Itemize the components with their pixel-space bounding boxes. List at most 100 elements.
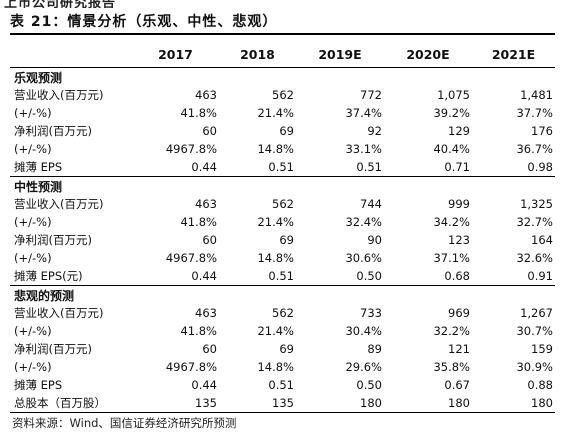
value-cell: 35.8% — [433, 360, 470, 374]
value-cell: 41.8% — [180, 106, 217, 120]
table-title: 表 21：情景分析（乐观、中性、悲观） — [10, 14, 278, 30]
value-cell: 0.88 — [527, 378, 553, 392]
row-label: (+/-%) — [14, 324, 52, 338]
value-cell: 562 — [272, 197, 294, 211]
value-cell: 1,075 — [437, 88, 470, 102]
source-note: 资料来源：Wind、国信证券经济研究所预测 — [12, 416, 237, 430]
value-cell: 4967.8% — [165, 251, 217, 265]
table-row: 净利润(百万元) 60 69 92 129 176 — [10, 122, 555, 140]
value-cell: 60 — [202, 233, 217, 247]
value-cell: 4967.8% — [165, 142, 217, 156]
value-cell: 40.4% — [433, 142, 470, 156]
value-cell: 159 — [531, 342, 553, 356]
row-label: 摊薄 EPS — [14, 378, 63, 392]
value-cell: 0.98 — [527, 160, 553, 174]
header-row: 2017 2018 2019E 2020E 2021E — [10, 42, 555, 68]
row-label: (+/-%) — [14, 360, 52, 374]
value-cell: 4967.8% — [165, 360, 217, 374]
value-cell: 463 — [195, 88, 217, 102]
value-cell: 41.8% — [180, 215, 217, 229]
row-label: 净利润(百万元) — [14, 124, 92, 138]
value-cell: 21.4% — [257, 106, 294, 120]
page-header-fragment: 上市公司研究报告 — [0, 0, 567, 8]
value-cell: 0.50 — [356, 269, 382, 283]
value-cell: 21.4% — [257, 215, 294, 229]
value-cell: 37.7% — [516, 106, 553, 120]
title-rule — [10, 33, 555, 35]
table-row: (+/-%) 4967.8% 14.8% 33.1% 40.4% 36.7% — [10, 140, 555, 158]
value-cell: 69 — [279, 342, 294, 356]
value-cell: 30.9% — [516, 360, 553, 374]
value-cell: 92 — [367, 124, 382, 138]
value-cell: 180 — [531, 396, 553, 410]
value-cell: 0.44 — [191, 160, 217, 174]
section-row: 悲观的预测 — [10, 285, 555, 304]
scenario-table: 2017 2018 2019E 2020E 2021E 乐观预测营业收入(百万元… — [10, 42, 555, 412]
table-row: 摊薄 EPS(元) 0.44 0.51 0.50 0.68 0.91 — [10, 267, 555, 286]
value-cell: 0.51 — [268, 160, 294, 174]
value-cell: 463 — [195, 306, 217, 320]
value-cell: 39.2% — [433, 106, 470, 120]
value-cell: 129 — [448, 124, 470, 138]
table-row: 营业收入(百万元) 463 562 772 1,075 1,481 — [10, 86, 555, 104]
value-cell: 969 — [448, 306, 470, 320]
section-title: 中性预测 — [10, 176, 555, 195]
row-label: 总股本（百万股） — [14, 396, 106, 410]
value-cell: 30.7% — [516, 324, 553, 338]
value-cell: 180 — [360, 396, 382, 410]
table-row: (+/-%) 41.8% 21.4% 37.4% 39.2% 37.7% — [10, 104, 555, 122]
table-row: (+/-%) 4967.8% 14.8% 30.6% 37.1% 32.6% — [10, 249, 555, 267]
row-label: (+/-%) — [14, 215, 52, 229]
value-cell: 34.2% — [433, 215, 470, 229]
section-row: 中性预测 — [10, 176, 555, 195]
value-cell: 164 — [531, 233, 553, 247]
column-header: 2020E — [406, 47, 450, 62]
value-cell: 41.8% — [180, 324, 217, 338]
value-cell: 733 — [360, 306, 382, 320]
table-bottom-rule — [10, 412, 555, 413]
section-title: 乐观预测 — [10, 67, 555, 86]
column-header: 2019E — [318, 47, 362, 62]
value-cell: 0.71 — [444, 160, 470, 174]
value-cell: 1,325 — [520, 197, 553, 211]
value-cell: 69 — [279, 233, 294, 247]
row-label: (+/-%) — [14, 106, 52, 120]
value-cell: 36.7% — [516, 142, 553, 156]
column-header — [10, 42, 132, 68]
row-label: 营业收入(百万元) — [14, 88, 104, 102]
value-cell: 14.8% — [257, 142, 294, 156]
value-cell: 89 — [367, 342, 382, 356]
value-cell: 463 — [195, 197, 217, 211]
value-cell: 135 — [195, 396, 217, 410]
table-row: 营业收入(百万元) 463 562 744 999 1,325 — [10, 195, 555, 213]
row-label: 净利润(百万元) — [14, 233, 92, 247]
value-cell: 0.68 — [444, 269, 470, 283]
table-row: 净利润(百万元) 60 69 89 121 159 — [10, 340, 555, 358]
value-cell: 37.1% — [433, 251, 470, 265]
column-header: 2018 — [240, 47, 275, 62]
row-label: 净利润(百万元) — [14, 342, 92, 356]
value-cell: 121 — [448, 342, 470, 356]
row-label: 营业收入(百万元) — [14, 306, 104, 320]
row-label: (+/-%) — [14, 142, 52, 156]
row-label: 营业收入(百万元) — [14, 197, 104, 211]
table-row: (+/-%) 41.8% 21.4% 30.4% 32.2% 30.7% — [10, 322, 555, 340]
value-cell: 0.91 — [527, 269, 553, 283]
table-row: 净利润(百万元) 60 69 90 123 164 — [10, 231, 555, 249]
table-row: (+/-%) 4967.8% 14.8% 29.6% 35.8% 30.9% — [10, 358, 555, 376]
value-cell: 21.4% — [257, 324, 294, 338]
value-cell: 123 — [448, 233, 470, 247]
value-cell: 0.67 — [444, 378, 470, 392]
value-cell: 562 — [272, 306, 294, 320]
row-label: 摊薄 EPS — [14, 160, 63, 174]
value-cell: 1,481 — [520, 88, 553, 102]
value-cell: 90 — [367, 233, 382, 247]
value-cell: 562 — [272, 88, 294, 102]
table-row: 营业收入(百万元) 463 562 733 969 1,267 — [10, 304, 555, 322]
value-cell: 999 — [448, 197, 470, 211]
table-row: 摊薄 EPS 0.44 0.51 0.50 0.67 0.88 — [10, 376, 555, 394]
value-cell: 32.4% — [345, 215, 382, 229]
section-title: 悲观的预测 — [10, 285, 555, 304]
value-cell: 744 — [360, 197, 382, 211]
value-cell: 0.50 — [356, 378, 382, 392]
